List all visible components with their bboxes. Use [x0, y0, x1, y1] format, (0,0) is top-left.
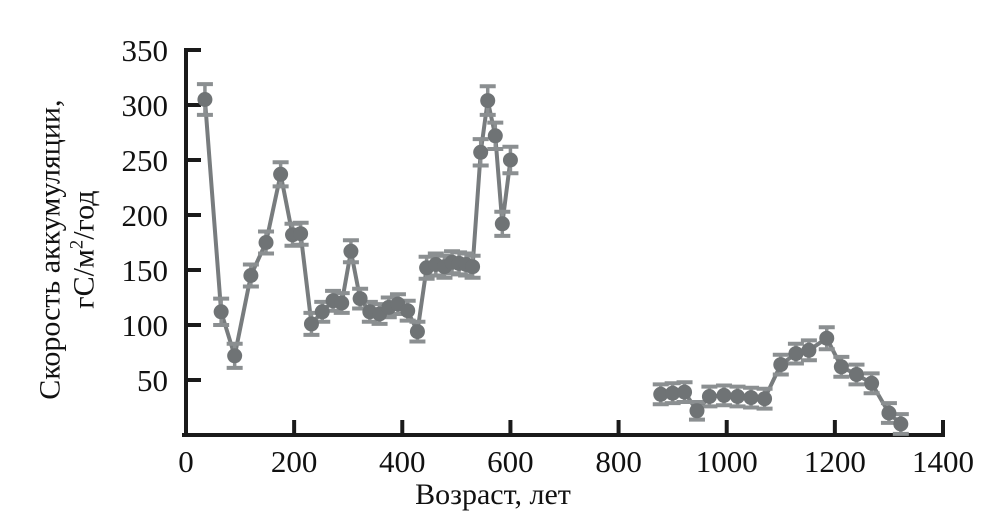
series-segment-1: [196, 82, 519, 370]
x-tick-label-200: 200: [271, 444, 318, 479]
data-point: [502, 152, 518, 168]
data-point: [487, 128, 503, 144]
data-point: [473, 144, 489, 160]
data-point: [689, 403, 705, 419]
x-tick-label-1000: 1000: [696, 444, 758, 479]
data-point: [197, 92, 213, 107]
y-tick-label-350: 350: [122, 33, 169, 68]
x-axis-title: Возраст, лет: [415, 478, 571, 511]
data-point: [480, 93, 496, 109]
y-tick-label-150: 150: [122, 253, 169, 288]
axis-frame: [182, 48, 945, 437]
data-point: [243, 268, 259, 283]
data-point: [465, 259, 481, 275]
data-point: [788, 346, 804, 362]
data-point: [701, 389, 717, 404]
data-point: [494, 216, 510, 232]
data-point: [716, 387, 732, 403]
data-point: [665, 385, 681, 401]
data-point: [273, 166, 289, 182]
x-tick-label-1200: 1200: [804, 444, 866, 479]
x-tick-label-1400: 1400: [912, 444, 974, 479]
data-series-layer: [196, 82, 909, 436]
data-point: [773, 357, 789, 373]
data-point: [352, 291, 368, 307]
data-point: [893, 416, 909, 432]
data-point: [314, 304, 330, 320]
series-line: [202, 97, 513, 358]
x-tick-label-0: 0: [178, 444, 194, 479]
data-point: [227, 348, 243, 364]
data-point: [653, 386, 669, 402]
data-point: [334, 295, 350, 311]
data-point: [303, 316, 319, 332]
data-point: [677, 384, 693, 400]
data-point: [757, 391, 773, 407]
data-point: [801, 342, 817, 358]
data-point: [213, 304, 229, 320]
y-tick-label-100: 100: [122, 308, 169, 343]
y-tick-label-300: 300: [122, 88, 169, 123]
data-point: [409, 324, 425, 340]
series-segment-2: [652, 325, 909, 436]
y-tick-label-250: 250: [122, 143, 169, 178]
data-point: [400, 303, 416, 319]
x-tick-label-600: 600: [487, 444, 534, 479]
data-point: [730, 389, 746, 404]
data-point: [743, 390, 759, 406]
tick-marks: [186, 48, 945, 435]
data-point: [881, 405, 897, 421]
data-point: [343, 243, 359, 259]
data-point: [258, 235, 274, 250]
x-tick-label-group: 0 200 400 600 800 1000 1200 1400: [178, 444, 974, 479]
data-point: [833, 359, 849, 375]
y-tick-label-group: 50 100 150 200 250 300 350: [122, 33, 169, 398]
data-point: [848, 367, 864, 382]
x-tick-label-800: 800: [595, 444, 642, 479]
x-tick-label-400: 400: [379, 444, 426, 479]
data-point: [819, 330, 835, 346]
data-point: [293, 226, 309, 242]
y-tick-label-50: 50: [137, 363, 168, 398]
y-tick-label-200: 200: [122, 198, 169, 233]
data-point: [864, 375, 880, 391]
